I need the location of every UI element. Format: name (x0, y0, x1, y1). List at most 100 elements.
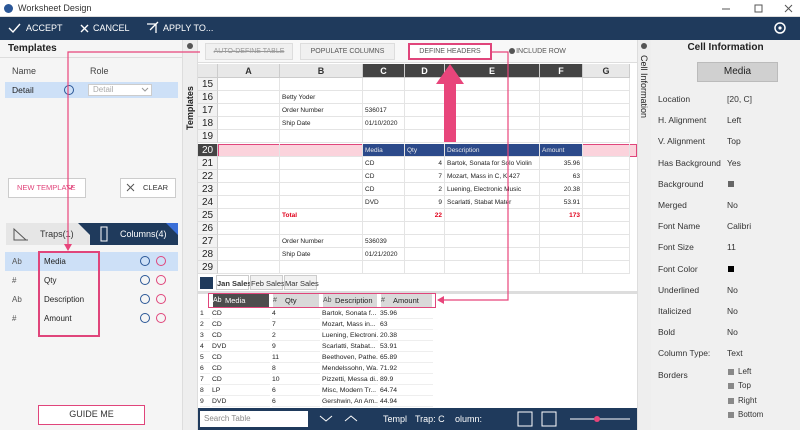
empty-cell[interactable] (280, 195, 363, 209)
cell[interactable]: 2 (405, 182, 445, 196)
empty-cell[interactable] (218, 143, 280, 157)
action-button[interactable]: POPULATE COLUMNS (300, 43, 395, 60)
cell[interactable]: Betty Yoder (280, 91, 363, 105)
empty-cell[interactable] (540, 235, 583, 249)
empty-cell[interactable] (583, 130, 630, 144)
empty-cell[interactable] (218, 78, 280, 92)
empty-cell[interactable] (218, 261, 280, 275)
cell[interactable]: 9 (405, 195, 445, 209)
empty-cell[interactable] (445, 222, 540, 236)
empty-cell[interactable] (540, 222, 583, 236)
empty-cell[interactable] (405, 261, 445, 275)
empty-cell[interactable] (445, 104, 540, 118)
empty-cell[interactable] (218, 169, 280, 183)
empty-cell[interactable] (540, 117, 583, 131)
empty-cell[interactable] (583, 104, 630, 118)
cell[interactable]: Mozart, Mass in C, K.427 (445, 169, 540, 183)
delete-icon[interactable] (156, 294, 166, 304)
action-button[interactable]: AUTO-DEFINE TABLE (205, 43, 293, 60)
columns-tab[interactable]: Columns(4) (90, 223, 178, 245)
empty-cell[interactable] (583, 222, 630, 236)
empty-cell[interactable] (218, 104, 280, 118)
cell[interactable]: 20.38 (540, 182, 583, 196)
empty-cell[interactable] (445, 130, 540, 144)
empty-cell[interactable] (363, 78, 405, 92)
empty-cell[interactable] (583, 78, 630, 92)
empty-cell[interactable] (583, 91, 630, 105)
sheet-tab[interactable]: Feb Sales (250, 275, 285, 290)
cell[interactable]: DVD (363, 195, 405, 209)
empty-cell[interactable] (363, 222, 405, 236)
cell[interactable]: 536039 (363, 235, 405, 249)
empty-cell[interactable] (540, 130, 583, 144)
cell[interactable]: Media (363, 143, 405, 157)
empty-cell[interactable] (540, 248, 583, 262)
cell[interactable]: 63 (540, 169, 583, 183)
cell[interactable]: Bartok, Sonata for Solo Violin (445, 156, 540, 170)
cell[interactable]: Description (445, 143, 540, 157)
empty-cell[interactable] (280, 169, 363, 183)
empty-cell[interactable] (583, 235, 630, 249)
empty-cell[interactable] (405, 91, 445, 105)
empty-cell[interactable] (445, 91, 540, 105)
border-checkbox[interactable] (728, 368, 734, 375)
empty-cell[interactable] (583, 261, 630, 275)
empty-cell[interactable] (445, 235, 540, 249)
empty-cell[interactable] (540, 91, 583, 105)
empty-cell[interactable] (218, 195, 280, 209)
empty-cell[interactable] (405, 104, 445, 118)
edit-icon[interactable] (140, 256, 150, 266)
delete-icon[interactable] (156, 256, 166, 266)
empty-cell[interactable] (583, 195, 630, 209)
guide-me-button[interactable]: GUIDE ME (38, 405, 145, 425)
empty-cell[interactable] (280, 261, 363, 275)
border-checkbox[interactable] (728, 383, 734, 390)
new-template-button[interactable]: NEW TEMPLATE (8, 178, 86, 198)
empty-cell[interactable] (218, 248, 280, 262)
empty-cell[interactable] (540, 104, 583, 118)
cell[interactable]: Order Number (280, 104, 363, 118)
border-checkbox[interactable] (728, 412, 734, 419)
empty-cell[interactable] (583, 143, 630, 157)
delete-icon[interactable] (156, 275, 166, 285)
sheet-tab-icon[interactable] (200, 277, 213, 289)
cell[interactable]: CD (363, 182, 405, 196)
cell[interactable]: 173 (540, 209, 583, 223)
clear-button[interactable]: CLEAR (120, 178, 176, 198)
cell[interactable]: Ship Date (280, 248, 363, 262)
empty-cell[interactable] (445, 248, 540, 262)
empty-cell[interactable] (280, 182, 363, 196)
cell[interactable]: 22 (405, 209, 445, 223)
empty-cell[interactable] (583, 248, 630, 262)
edit-icon[interactable] (140, 313, 150, 323)
cell[interactable]: 536017 (363, 104, 405, 118)
empty-cell[interactable] (583, 156, 630, 170)
cell[interactable]: 35.96 (540, 156, 583, 170)
cell[interactable]: 7 (405, 169, 445, 183)
sheet-tab[interactable]: Jan Sales (216, 275, 252, 290)
edit-icon[interactable] (140, 275, 150, 285)
apply-button[interactable]: APPLY TO... (163, 23, 214, 33)
empty-cell[interactable] (445, 117, 540, 131)
empty-cell[interactable] (218, 182, 280, 196)
empty-cell[interactable] (363, 261, 405, 275)
empty-cell[interactable] (280, 156, 363, 170)
empty-cell[interactable] (218, 209, 280, 223)
empty-cell[interactable] (540, 261, 583, 275)
action-button[interactable]: INCLUDE ROW (498, 43, 572, 60)
cell[interactable]: Amount (540, 143, 583, 157)
search-box[interactable]: Search Table (200, 411, 308, 427)
cell[interactable]: 01/21/2020 (363, 248, 405, 262)
empty-cell[interactable] (405, 222, 445, 236)
empty-cell[interactable] (405, 248, 445, 262)
cell[interactable]: 4 (405, 156, 445, 170)
empty-cell[interactable] (583, 117, 630, 131)
cell[interactable]: CD (363, 169, 405, 183)
accept-button[interactable]: ACCEPT (26, 23, 63, 33)
empty-cell[interactable] (218, 117, 280, 131)
cell[interactable]: 53.91 (540, 195, 583, 209)
empty-cell[interactable] (218, 130, 280, 144)
empty-cell[interactable] (363, 91, 405, 105)
empty-cell[interactable] (280, 130, 363, 144)
cell[interactable]: Luening, Electronic Music (445, 182, 540, 196)
